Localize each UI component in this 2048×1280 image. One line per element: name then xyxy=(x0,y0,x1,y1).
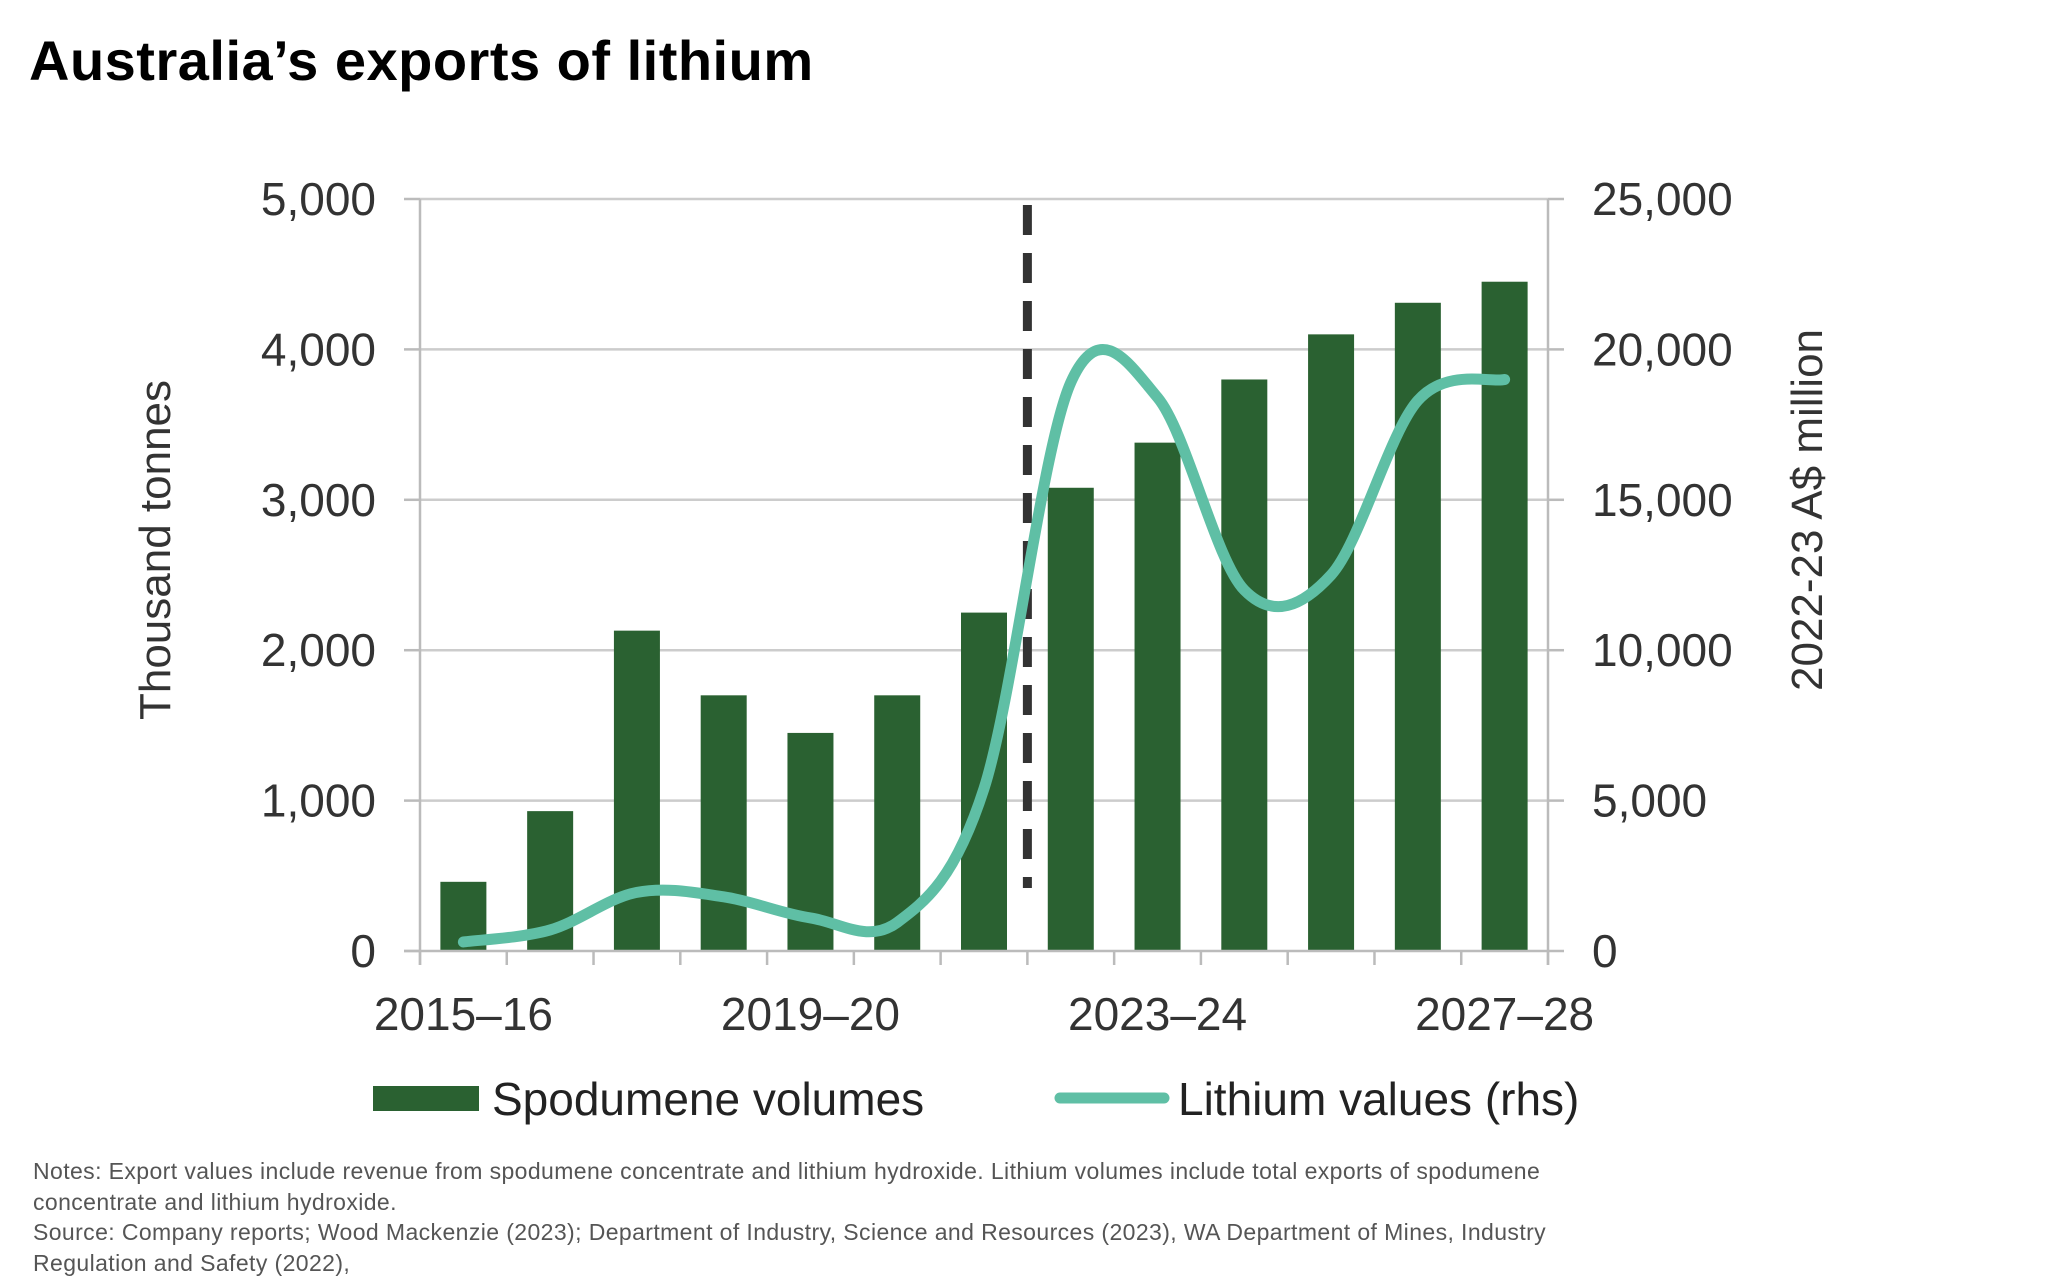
bar xyxy=(1047,487,1094,951)
bar xyxy=(1308,334,1355,951)
x-tick-label: 2023–24 xyxy=(1068,988,1247,1040)
legend-label-bars: Spodumene volumes xyxy=(492,1073,924,1125)
y-tick-label-left: 1,000 xyxy=(261,775,376,827)
line-series-lithium-values xyxy=(457,344,1511,948)
notes-line: Notes: Export values include revenue fro… xyxy=(33,1158,1541,1184)
y-tick-label-left: 4,000 xyxy=(261,323,376,375)
y-tick-label-right: 5,000 xyxy=(1592,775,1707,827)
chart-title: Australia’s exports of lithium xyxy=(29,29,814,92)
notes: Notes: Export values include revenue fro… xyxy=(33,1156,1933,1278)
x-tick-label: 2015–16 xyxy=(374,988,553,1040)
y-tick-label-left: 5,000 xyxy=(261,173,376,225)
bar xyxy=(700,695,747,951)
y-tick-label-right: 25,000 xyxy=(1592,173,1733,225)
bar xyxy=(1221,379,1268,952)
y-tick-label-right: 20,000 xyxy=(1592,323,1733,375)
bar xyxy=(1134,442,1181,951)
legend: Spodumene volumes Lithium values (rhs) xyxy=(373,1073,1579,1125)
y-axis-left-label: Thousand tonnes xyxy=(131,380,180,720)
source-line: Source: Company reports; Wood Mackenzie … xyxy=(33,1219,1547,1245)
source-line: Regulation and Safety (2022), xyxy=(33,1249,351,1276)
legend-label-line: Lithium values (rhs) xyxy=(1178,1073,1579,1125)
y-tick-label-right: 10,000 xyxy=(1592,624,1733,676)
x-tick-label: 2027–28 xyxy=(1415,988,1594,1040)
axes: 0 0 1,000 5,000 2,000 10,000 3,000 15,000 4,000 2… xyxy=(261,173,1733,1040)
y-tick-label-left: 0 xyxy=(350,925,376,977)
y-tick-label-right: 0 xyxy=(1592,925,1618,977)
bar xyxy=(1481,281,1528,952)
y-axis-right-label: 2022-23 A$ million xyxy=(1783,329,1832,691)
bar xyxy=(1394,302,1441,951)
notes-line: concentrate and lithium hydroxide. xyxy=(33,1188,397,1215)
legend-swatch-bars xyxy=(373,1086,479,1111)
x-tick-label: 2019–20 xyxy=(721,988,900,1040)
y-tick-label-left: 2,000 xyxy=(261,624,376,676)
y-tick-label-left: 3,000 xyxy=(261,474,376,526)
bars xyxy=(440,281,1528,952)
y-tick-label-right: 15,000 xyxy=(1592,474,1733,526)
